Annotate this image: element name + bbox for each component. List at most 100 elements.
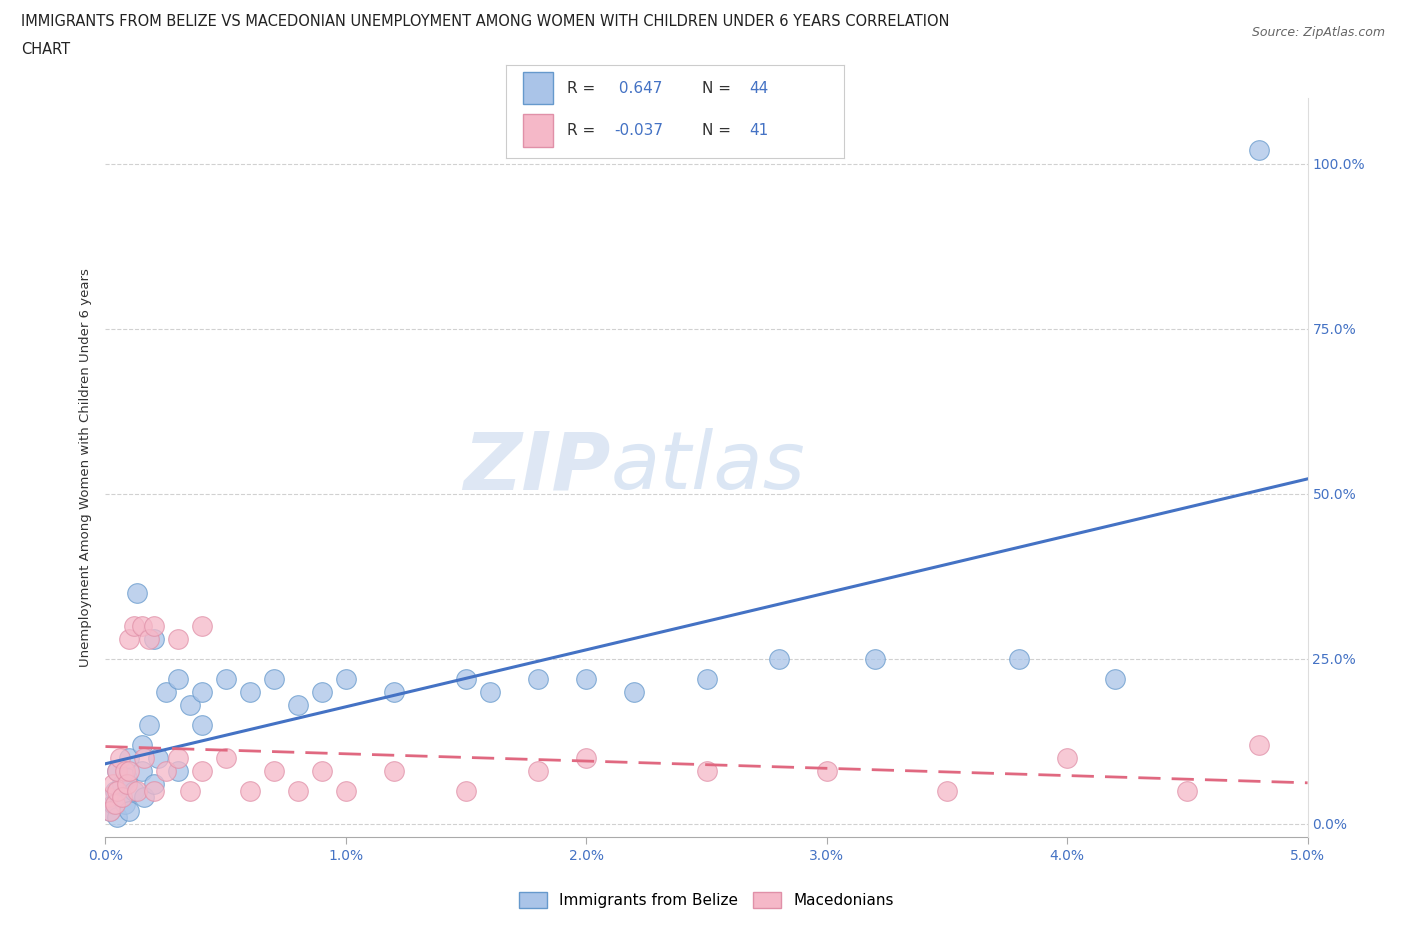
Point	[142, 777, 165, 791]
Text: R =: R =	[567, 123, 600, 138]
Point	[454, 671, 477, 686]
Point	[214, 751, 236, 765]
Text: Source: ZipAtlas.com: Source: ZipAtlas.com	[1251, 26, 1385, 39]
Point	[335, 671, 357, 686]
Point	[527, 671, 550, 686]
Text: 44: 44	[749, 81, 768, 96]
Point	[107, 783, 129, 798]
Point	[263, 671, 285, 686]
Text: atlas: atlas	[610, 429, 806, 506]
Text: N =: N =	[702, 81, 735, 96]
Point	[142, 631, 165, 646]
Text: 41: 41	[749, 123, 768, 138]
Point	[179, 783, 201, 798]
Point	[104, 783, 127, 798]
Point	[118, 631, 141, 646]
Point	[111, 777, 134, 791]
Point	[311, 764, 333, 778]
Point	[863, 651, 886, 666]
Point	[132, 790, 155, 804]
Point	[454, 783, 477, 798]
Point	[107, 764, 129, 778]
Point	[311, 684, 333, 699]
Point	[287, 698, 309, 712]
Point	[1249, 143, 1271, 158]
Point	[142, 783, 165, 798]
Y-axis label: Unemployment Among Women with Children Under 6 years: Unemployment Among Women with Children U…	[79, 268, 93, 667]
Point	[263, 764, 285, 778]
Point	[124, 783, 146, 798]
Point	[190, 618, 212, 633]
Point	[124, 618, 146, 633]
Point	[768, 651, 790, 666]
Point	[1056, 751, 1078, 765]
Point	[575, 671, 598, 686]
Point	[108, 790, 131, 804]
Point	[166, 671, 188, 686]
Point	[155, 764, 177, 778]
Point	[527, 764, 550, 778]
Legend: Immigrants from Belize, Macedonians: Immigrants from Belize, Macedonians	[513, 886, 900, 914]
Point	[107, 810, 129, 825]
Point	[696, 764, 718, 778]
Point	[125, 783, 148, 798]
Point	[335, 783, 357, 798]
Text: -0.037: -0.037	[614, 123, 664, 138]
Text: N =: N =	[702, 123, 735, 138]
Point	[138, 717, 160, 732]
Point	[166, 631, 188, 646]
Point	[166, 764, 188, 778]
Point	[98, 804, 121, 818]
Point	[97, 790, 120, 804]
Point	[190, 764, 212, 778]
Text: ZIP: ZIP	[463, 429, 610, 506]
Point	[118, 804, 141, 818]
Point	[1175, 783, 1198, 798]
Point	[115, 770, 138, 785]
Point	[107, 764, 129, 778]
Bar	[523, 114, 554, 147]
Point	[1249, 737, 1271, 752]
Point	[118, 764, 141, 778]
Point	[382, 684, 405, 699]
Point	[111, 790, 134, 804]
Point	[132, 751, 155, 765]
Point	[815, 764, 838, 778]
Bar	[523, 72, 554, 104]
Point	[114, 797, 136, 812]
Point	[142, 618, 165, 633]
Point	[108, 751, 131, 765]
Point	[382, 764, 405, 778]
Point	[115, 777, 138, 791]
Point	[125, 585, 148, 600]
Point	[166, 751, 188, 765]
Point	[190, 717, 212, 732]
Point	[98, 804, 121, 818]
Point	[936, 783, 959, 798]
Point	[287, 783, 309, 798]
Point	[104, 797, 127, 812]
Text: CHART: CHART	[21, 42, 70, 57]
Point	[101, 797, 124, 812]
Point	[575, 751, 598, 765]
Point	[696, 671, 718, 686]
Point	[1008, 651, 1031, 666]
Point	[239, 783, 262, 798]
Point	[131, 737, 153, 752]
Point	[131, 764, 153, 778]
Point	[148, 751, 170, 765]
Text: IMMIGRANTS FROM BELIZE VS MACEDONIAN UNEMPLOYMENT AMONG WOMEN WITH CHILDREN UNDE: IMMIGRANTS FROM BELIZE VS MACEDONIAN UNE…	[21, 14, 949, 29]
Point	[131, 618, 153, 633]
Point	[101, 777, 124, 791]
Point	[179, 698, 201, 712]
Point	[155, 684, 177, 699]
Point	[479, 684, 502, 699]
Text: 0.647: 0.647	[614, 81, 662, 96]
Text: R =: R =	[567, 81, 600, 96]
Point	[118, 751, 141, 765]
Point	[138, 631, 160, 646]
Point	[239, 684, 262, 699]
Point	[623, 684, 645, 699]
Point	[190, 684, 212, 699]
Point	[1104, 671, 1126, 686]
